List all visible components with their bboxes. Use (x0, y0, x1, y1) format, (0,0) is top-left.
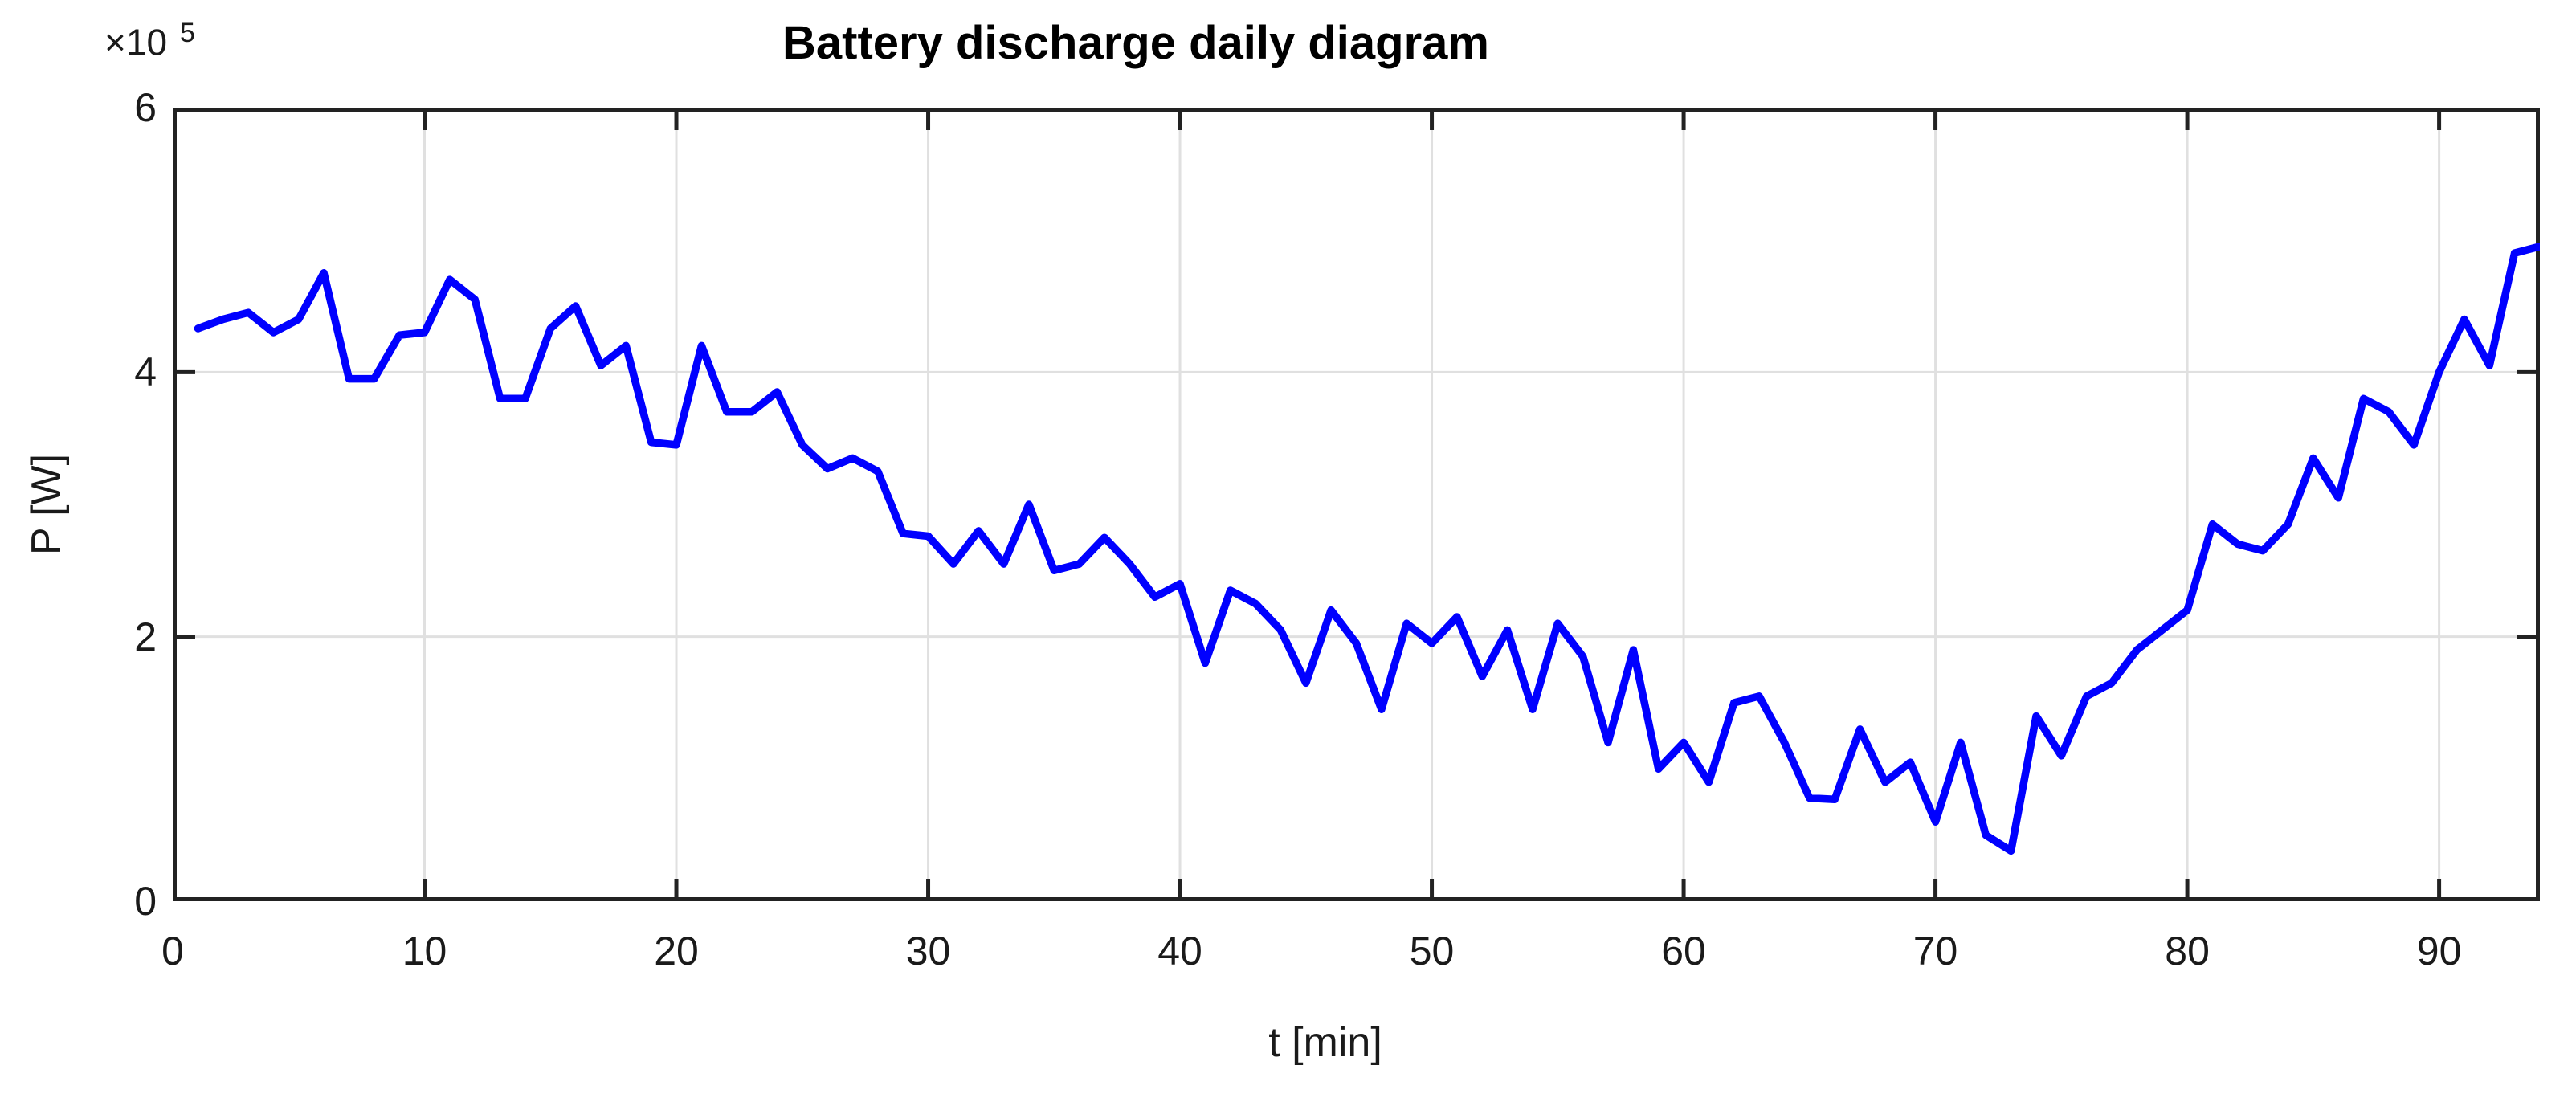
plot-background (173, 108, 2540, 901)
x-tick-label: 80 (2165, 929, 2210, 973)
x-tick-label: 50 (1409, 929, 1455, 973)
plot-area (173, 108, 2540, 901)
x-tick-label: 10 (402, 929, 447, 973)
x-tick-label: 70 (1913, 929, 1958, 973)
x-axis-label: t [min] (1268, 1019, 1382, 1066)
y-tick-label: 6 (134, 85, 157, 130)
data-line (194, 243, 2540, 855)
axes-box (173, 108, 2540, 901)
x-tick-label: 60 (1661, 929, 1706, 973)
x-tick-label: 20 (654, 929, 699, 973)
y-tick-label: 0 (134, 879, 157, 924)
y-exponent-power: 5 (180, 18, 195, 48)
chart-title: Battery discharge daily diagram (782, 17, 1489, 69)
y-axis-exponent: ×10 5 (104, 18, 195, 63)
y-exponent-base: ×10 (104, 21, 168, 63)
x-tick-label: 30 (905, 929, 951, 973)
x-tick-label: 40 (1157, 929, 1202, 973)
y-tick-label: 2 (134, 614, 157, 659)
x-tick-label: 0 (161, 929, 184, 973)
y-axis-label: P [W] (23, 453, 70, 556)
y-tick-label: 4 (134, 349, 157, 395)
x-tick-label: 90 (2416, 929, 2462, 973)
